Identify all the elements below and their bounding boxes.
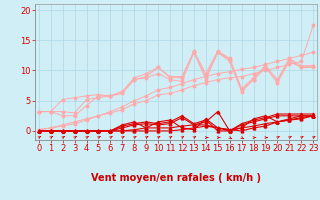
X-axis label: Vent moyen/en rafales ( km/h ): Vent moyen/en rafales ( km/h ): [91, 173, 261, 183]
